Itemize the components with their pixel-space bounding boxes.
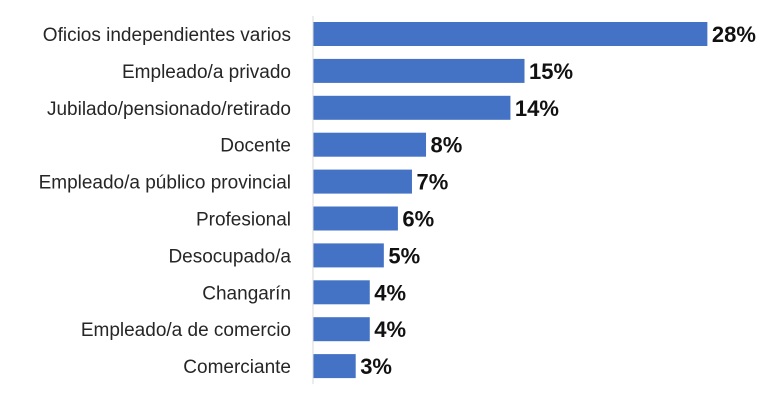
category-label: Profesional bbox=[196, 210, 291, 231]
value-label: 15% bbox=[529, 59, 573, 84]
bar bbox=[313, 243, 384, 268]
category-label: Empleado/a privado bbox=[122, 62, 291, 83]
value-label: 7% bbox=[416, 170, 448, 195]
category-label: Empleado/a público provincial bbox=[39, 173, 291, 194]
value-label: 4% bbox=[374, 317, 406, 342]
bar bbox=[313, 22, 708, 46]
value-label: 28% bbox=[712, 22, 756, 47]
bar bbox=[313, 354, 356, 379]
bar bbox=[313, 58, 525, 83]
category-labels: Oficios independientes varios Empleado/a … bbox=[39, 25, 292, 378]
category-label: Docente bbox=[220, 136, 291, 157]
category-label: Changarín bbox=[202, 283, 291, 304]
bar bbox=[313, 95, 511, 120]
bar bbox=[313, 317, 370, 342]
value-label: 8% bbox=[431, 133, 463, 158]
bar bbox=[313, 280, 370, 305]
category-label: Oficios independientes varios bbox=[43, 25, 291, 46]
category-label: Jubilado/pensionado/retirado bbox=[47, 99, 291, 120]
value-label: 3% bbox=[360, 354, 392, 379]
value-label: 4% bbox=[374, 280, 406, 305]
bar bbox=[313, 169, 412, 194]
value-label: 6% bbox=[402, 207, 434, 232]
category-label: Empleado/a de comercio bbox=[81, 320, 291, 341]
value-label: 14% bbox=[515, 96, 559, 121]
bar bbox=[313, 206, 398, 231]
category-label: Desocupado/a bbox=[168, 246, 291, 267]
value-label: 5% bbox=[388, 243, 420, 268]
category-label: Comerciante bbox=[183, 357, 291, 378]
bars bbox=[313, 22, 708, 379]
bar bbox=[313, 132, 427, 157]
value-labels: 28% 15% 14% 8% 7% 6% 5% 4% 4% 3% bbox=[360, 22, 756, 379]
